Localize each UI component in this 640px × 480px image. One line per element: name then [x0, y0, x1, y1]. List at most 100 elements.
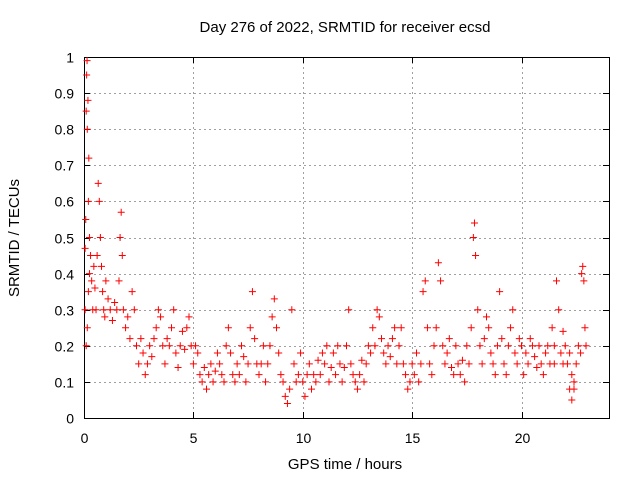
- data-point: [82, 107, 90, 115]
- y-tick-label: 0.7: [55, 158, 75, 174]
- data-point: [220, 378, 228, 386]
- data-point: [183, 324, 191, 332]
- data-point: [360, 378, 368, 386]
- chart-title: Day 276 of 2022, SRMTID for receiver ecs…: [200, 19, 491, 36]
- data-point: [463, 342, 471, 350]
- data-point: [334, 342, 342, 350]
- data-point: [88, 277, 96, 285]
- data-point: [159, 342, 167, 350]
- y-tick-label: 0.6: [55, 194, 75, 210]
- data-point: [231, 378, 239, 386]
- data-point: [502, 371, 510, 379]
- data-point: [275, 349, 283, 357]
- data-point: [336, 360, 344, 368]
- data-point: [209, 378, 217, 386]
- data-point: [205, 371, 213, 379]
- data-point: [290, 360, 298, 368]
- data-point: [227, 349, 235, 357]
- grid-lines: [84, 57, 609, 418]
- data-point: [580, 277, 588, 285]
- data-point: [242, 378, 250, 386]
- data-point: [369, 324, 377, 332]
- x-tick-label: 5: [190, 430, 198, 446]
- data-point: [259, 342, 267, 350]
- data-point: [82, 342, 90, 350]
- data-point: [426, 360, 434, 368]
- data-point: [327, 363, 335, 371]
- data-point: [161, 360, 169, 368]
- data-point: [511, 349, 519, 357]
- data-point: [472, 252, 480, 260]
- data-point: [308, 385, 315, 393]
- data-point: [135, 360, 143, 368]
- data-point: [555, 306, 563, 314]
- data-point: [99, 288, 107, 296]
- data-point: [347, 360, 355, 368]
- data-point: [229, 371, 237, 379]
- data-point: [345, 306, 353, 314]
- data-point: [568, 396, 576, 404]
- data-point: [196, 371, 204, 379]
- data-point: [101, 313, 109, 321]
- data-point: [299, 378, 307, 386]
- data-point: [382, 360, 390, 368]
- data-point: [535, 342, 543, 350]
- y-tick-label: 0.4: [55, 267, 75, 283]
- data-point: [410, 371, 418, 379]
- data-point: [443, 349, 451, 357]
- data-point: [362, 360, 370, 368]
- data-point: [81, 244, 89, 252]
- data-point: [375, 313, 383, 321]
- data-point: [572, 360, 580, 368]
- data-point: [170, 306, 178, 314]
- data-point: [550, 360, 558, 368]
- data-point: [303, 371, 311, 379]
- data-point: [351, 378, 359, 386]
- data-point: [264, 360, 272, 368]
- data-point: [509, 306, 517, 314]
- data-point: [98, 262, 105, 270]
- data-point: [417, 360, 425, 368]
- data-point: [493, 342, 501, 350]
- data-point: [478, 360, 486, 368]
- data-point: [439, 342, 447, 350]
- data-point: [548, 324, 556, 332]
- data-point: [203, 385, 210, 393]
- data-point: [96, 234, 104, 241]
- data-point: [340, 363, 348, 371]
- data-point: [194, 349, 202, 357]
- data-point: [404, 385, 412, 393]
- data-points: [81, 57, 590, 408]
- data-point: [83, 125, 91, 133]
- data-point: [448, 363, 455, 371]
- data-point: [294, 371, 302, 379]
- data-point: [84, 96, 92, 104]
- y-tick-label: 1: [66, 50, 74, 66]
- data-point: [522, 349, 530, 357]
- data-point: [116, 234, 124, 241]
- data-point: [526, 335, 534, 343]
- data-point: [574, 342, 582, 350]
- data-point: [279, 378, 287, 386]
- data-point: [550, 342, 558, 350]
- data-point: [244, 360, 252, 368]
- data-point: [542, 349, 550, 357]
- data-point: [402, 371, 410, 379]
- data-point: [397, 324, 405, 332]
- data-point: [559, 327, 567, 335]
- data-point: [283, 400, 291, 408]
- data-point: [251, 335, 259, 343]
- y-axis-label: SRMTID / TECUs: [6, 179, 23, 297]
- data-point: [487, 349, 495, 357]
- data-point: [240, 353, 248, 361]
- data-point: [553, 277, 560, 285]
- data-point: [277, 371, 285, 379]
- data-point: [408, 360, 416, 368]
- data-point: [528, 342, 536, 350]
- data-point: [312, 378, 320, 386]
- data-point: [130, 306, 138, 314]
- data-point: [485, 324, 493, 332]
- data-point: [83, 57, 91, 65]
- x-axis-label: GPS time / hours: [288, 456, 402, 473]
- data-point: [563, 360, 571, 368]
